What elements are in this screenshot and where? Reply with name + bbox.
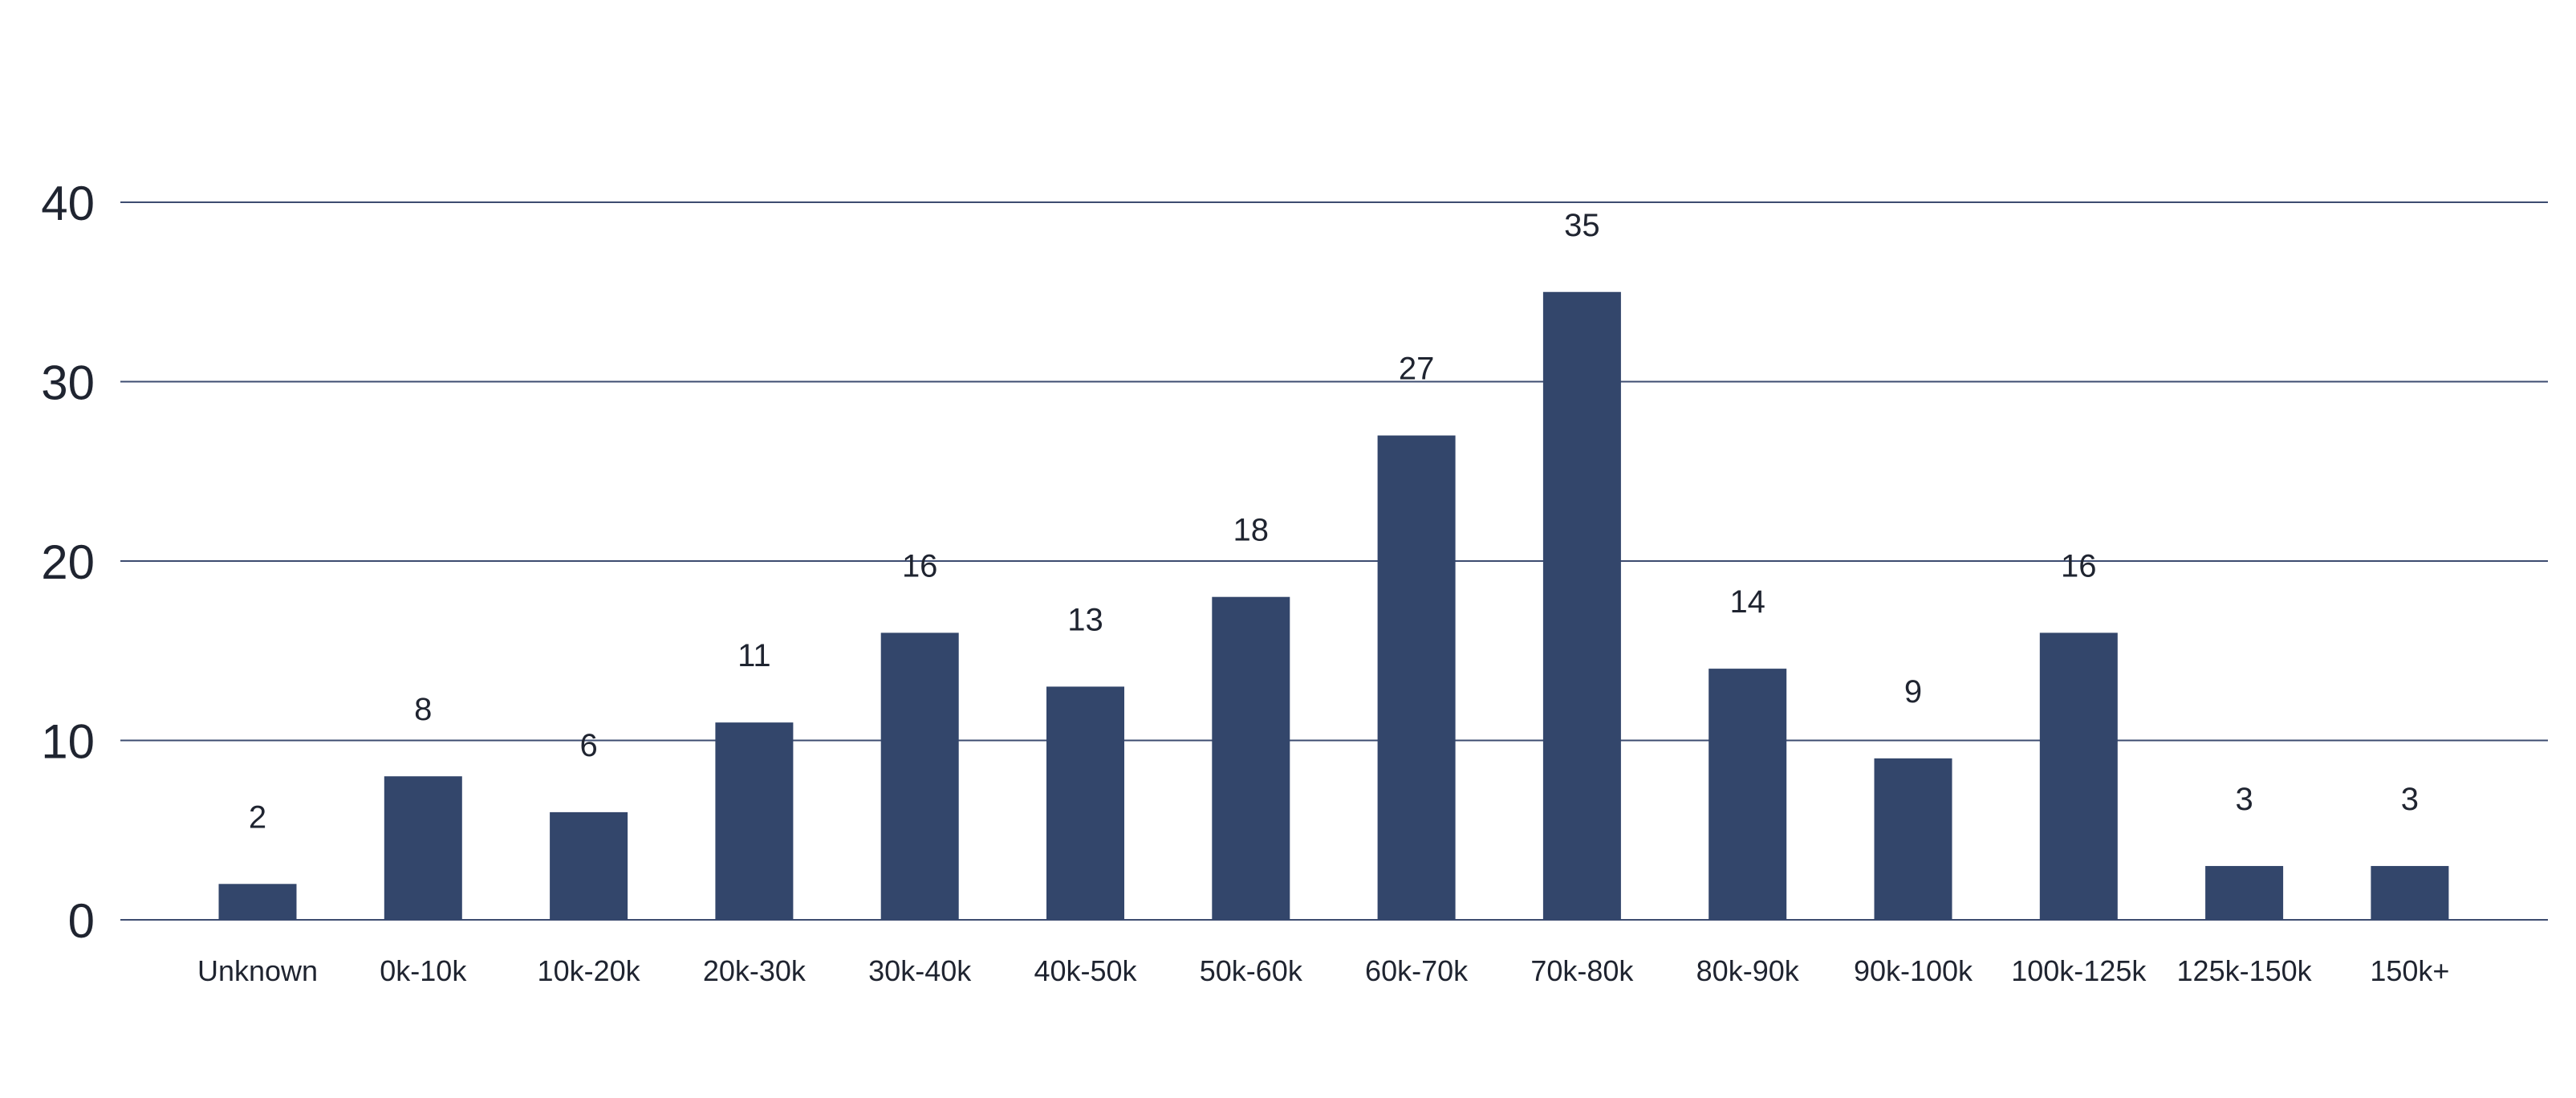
x-tick-label: 150k+ <box>2370 954 2449 987</box>
x-tick-label: 30k-40k <box>868 954 972 987</box>
data-label: 18 <box>1233 513 1270 548</box>
data-label: 3 <box>2235 782 2253 817</box>
x-tick-label: 0k-10k <box>380 954 467 987</box>
bar-20k-30k <box>715 722 794 920</box>
x-tick-label: 60k-70k <box>1365 954 1469 987</box>
x-tick-label: 20k-30k <box>703 954 807 987</box>
bar-60k-70k <box>1377 435 1456 920</box>
y-tick-label: 40 <box>41 177 95 230</box>
gridlines <box>120 201 2548 921</box>
data-label: 9 <box>1904 674 1922 710</box>
x-tick-label: 40k-50k <box>1034 954 1137 987</box>
bar-70k-80k <box>1542 291 1621 920</box>
x-axis-ticks: Unknown 0k-10k 10k-20k 20k-30k 30k-40k 40k-50… <box>197 954 2449 987</box>
data-label: 13 <box>1067 602 1103 637</box>
bar-90k-100k <box>1874 758 1952 920</box>
x-tick-label: 100k-125k <box>2011 954 2147 987</box>
bar-150k+ <box>2371 865 2449 920</box>
bar-50k-60k <box>1212 596 1290 920</box>
y-tick-label: 0 <box>68 894 95 948</box>
bar-80k-90k <box>1709 669 1787 920</box>
data-label: 14 <box>1729 584 1765 620</box>
data-label: 16 <box>902 548 938 584</box>
y-tick-label: 30 <box>41 356 95 410</box>
bar-40k-50k <box>1046 686 1124 920</box>
data-labels: 2 8 6 11 16 13 18 27 35 14 9 16 3 3 <box>249 208 2419 836</box>
x-tick-label: 70k-80k <box>1530 954 1634 987</box>
bar-100k-125k <box>2039 632 2118 920</box>
data-label: 11 <box>737 638 771 673</box>
bar-125k-150k <box>2205 865 2284 920</box>
x-tick-label: 90k-100k <box>1854 954 1973 987</box>
y-axis-ticks: 0 10 20 30 40 <box>41 177 95 948</box>
y-tick-label: 20 <box>41 535 95 589</box>
data-label: 8 <box>414 692 432 727</box>
data-label: 16 <box>2061 548 2097 584</box>
data-label: 6 <box>579 728 597 763</box>
bar-Unknown <box>218 884 297 920</box>
data-label: 27 <box>1399 352 1435 387</box>
x-tick-label: 10k-20k <box>538 954 641 987</box>
x-tick-label: Unknown <box>197 954 318 987</box>
data-label: 3 <box>2401 782 2419 817</box>
x-tick-label: 125k-150k <box>2177 954 2313 987</box>
bar-0k-10k <box>384 776 462 920</box>
bars <box>218 291 2449 920</box>
x-tick-label: 80k-90k <box>1696 954 1800 987</box>
bar-10k-20k <box>550 811 628 920</box>
data-label: 35 <box>1564 208 1600 243</box>
y-tick-label: 10 <box>41 715 95 769</box>
bar-30k-40k <box>880 632 959 920</box>
data-label: 2 <box>249 799 266 835</box>
x-tick-label: 50k-60k <box>1200 954 1303 987</box>
